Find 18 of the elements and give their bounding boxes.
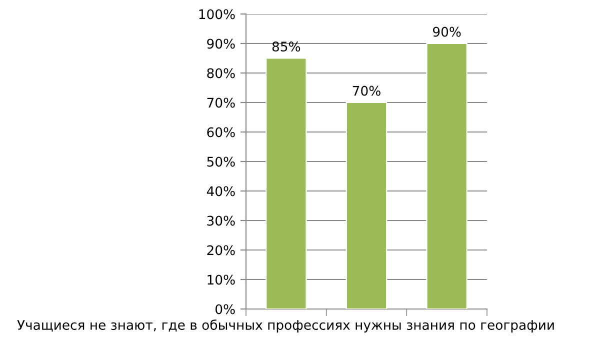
y-tick-label: 50% bbox=[207, 156, 235, 167]
y-tick-label: 90% bbox=[207, 38, 235, 49]
bar bbox=[266, 58, 307, 309]
y-tick-label: 60% bbox=[207, 127, 235, 138]
data-label: 90% bbox=[433, 26, 461, 37]
y-tick-label: 70% bbox=[207, 98, 235, 108]
y-tick-label: 0% bbox=[216, 304, 235, 314]
x-axis-title: Учащиеся не знают, где в обычных профессиях нужны знания по географии bbox=[17, 320, 554, 332]
bar bbox=[346, 102, 388, 309]
data-label: 70% bbox=[352, 86, 380, 96]
y-tick-label: 80% bbox=[207, 68, 235, 78]
y-tick-label: 20% bbox=[207, 245, 235, 256]
bar bbox=[426, 42, 468, 309]
data-label: 85% bbox=[272, 42, 300, 52]
y-tick-label: 100% bbox=[199, 9, 235, 20]
y-tick-label: 40% bbox=[206, 186, 235, 196]
y-tick-label: 10% bbox=[208, 274, 235, 285]
y-tick-label: 30% bbox=[207, 216, 235, 226]
